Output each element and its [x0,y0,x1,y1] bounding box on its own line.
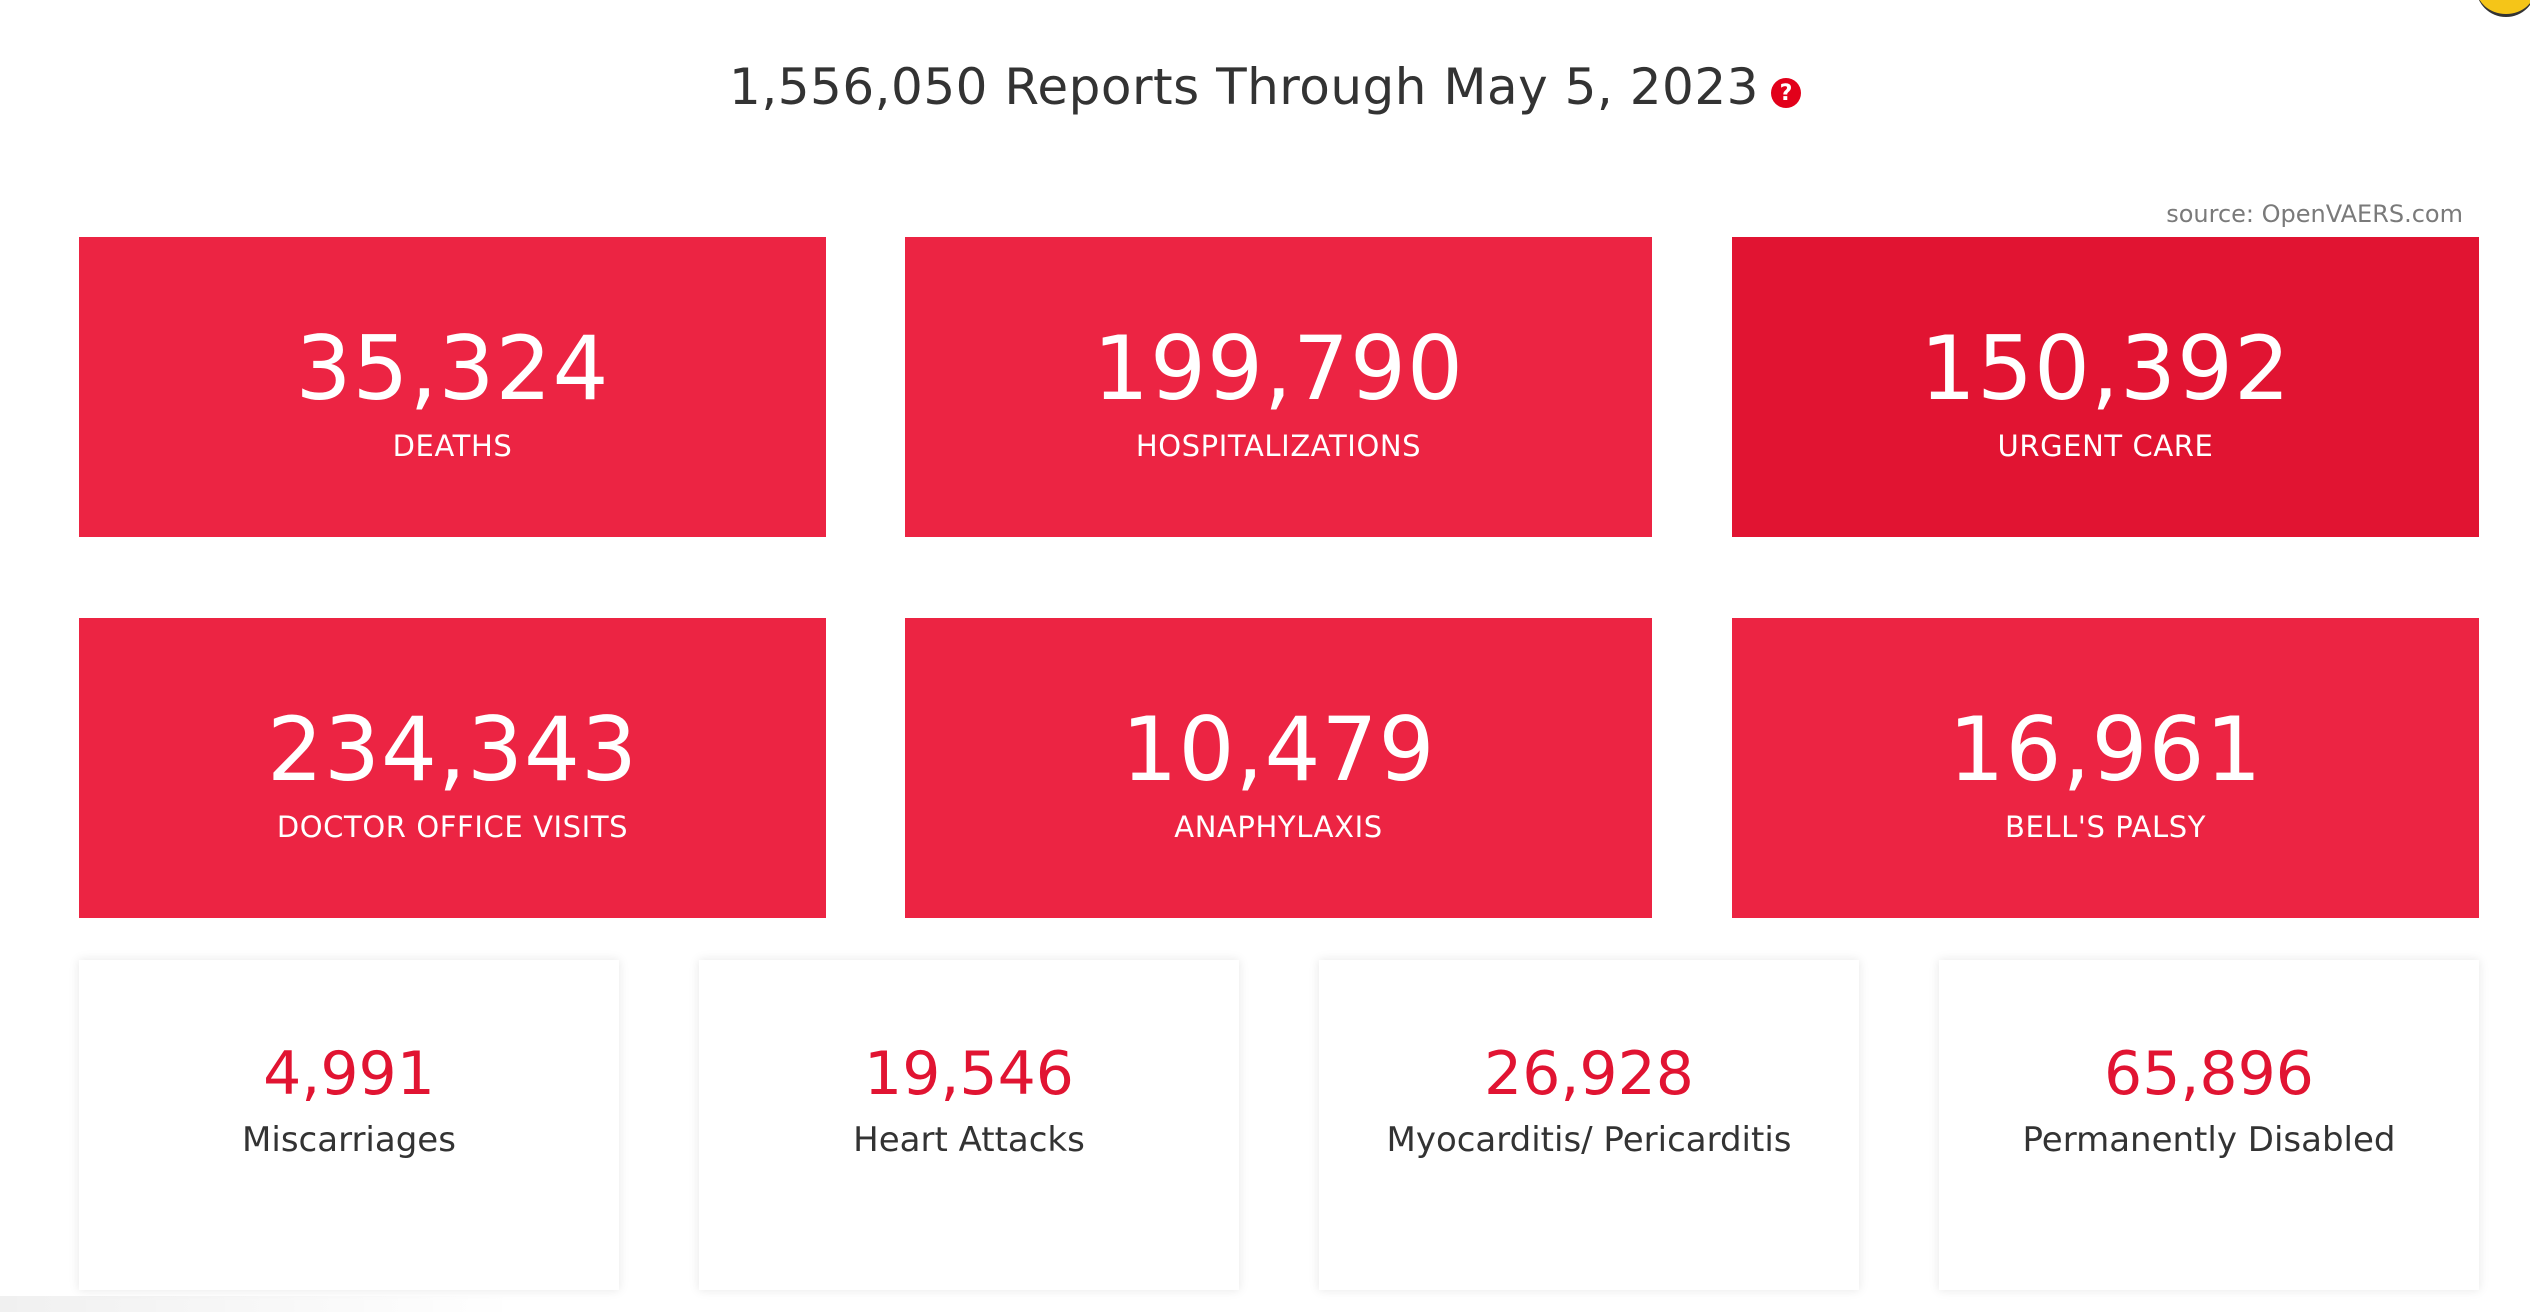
source-attribution: source: OpenVAERS.com [2166,200,2463,228]
stat-value: 19,546 [864,1039,1074,1109]
stat-value: 234,343 [267,698,638,801]
divider [0,1296,520,1312]
stat-value: 150,392 [1920,317,2291,420]
corner-badge-icon[interactable] [2476,0,2530,17]
stat-label: Myocarditis/ Pericarditis [1386,1120,1792,1160]
stat-value: 65,896 [2104,1039,2314,1109]
stat-card-urgent-care[interactable]: 150,392 URGENT CARE [1732,237,2479,537]
stat-value: 4,991 [263,1039,435,1109]
stat-label: Heart Attacks [853,1120,1085,1160]
stat-card-myocarditis: 26,928 Myocarditis/ Pericarditis [1319,960,1859,1290]
stat-label: HOSPITALIZATIONS [1135,429,1422,463]
stat-label: DOCTOR OFFICE VISITS [276,810,629,844]
stat-card-bells-palsy: 16,961 BELL'S PALSY [1732,618,2479,918]
help-icon[interactable]: ? [1770,78,1801,108]
stat-card-hospitalizations: 199,790 HOSPITALIZATIONS [905,237,1652,537]
stat-card-doctor-office-visits: 234,343 DOCTOR OFFICE VISITS [79,618,826,918]
stat-value: 35,324 [295,317,610,420]
stat-card-deaths: 35,324 DEATHS [79,237,826,537]
stat-label: URGENT CARE [1997,429,2214,463]
stat-card-heart-attacks: 19,546 Heart Attacks [699,960,1239,1290]
page-title: 1,556,050 Reports Through May 5, 2023 [729,58,1759,116]
stat-value: 10,479 [1121,698,1436,801]
stat-label: ANAPHYLAXIS [1174,810,1383,844]
stat-value: 199,790 [1093,317,1464,420]
stat-card-anaphylaxis: 10,479 ANAPHYLAXIS [905,618,1652,918]
stat-label: BELL'S PALSY [2004,810,2207,844]
stat-value: 26,928 [1484,1039,1694,1109]
stat-label: Miscarriages [242,1120,456,1160]
stat-card-miscarriages: 4,991 Miscarriages [79,960,619,1290]
header: 1,556,050 Reports Through May 5, 2023 ? [0,52,2530,122]
stat-value: 16,961 [1948,698,2263,801]
stat-label: Permanently Disabled [2022,1120,2396,1160]
stat-label: DEATHS [392,429,513,463]
stat-card-permanently-disabled: 65,896 Permanently Disabled [1939,960,2479,1290]
